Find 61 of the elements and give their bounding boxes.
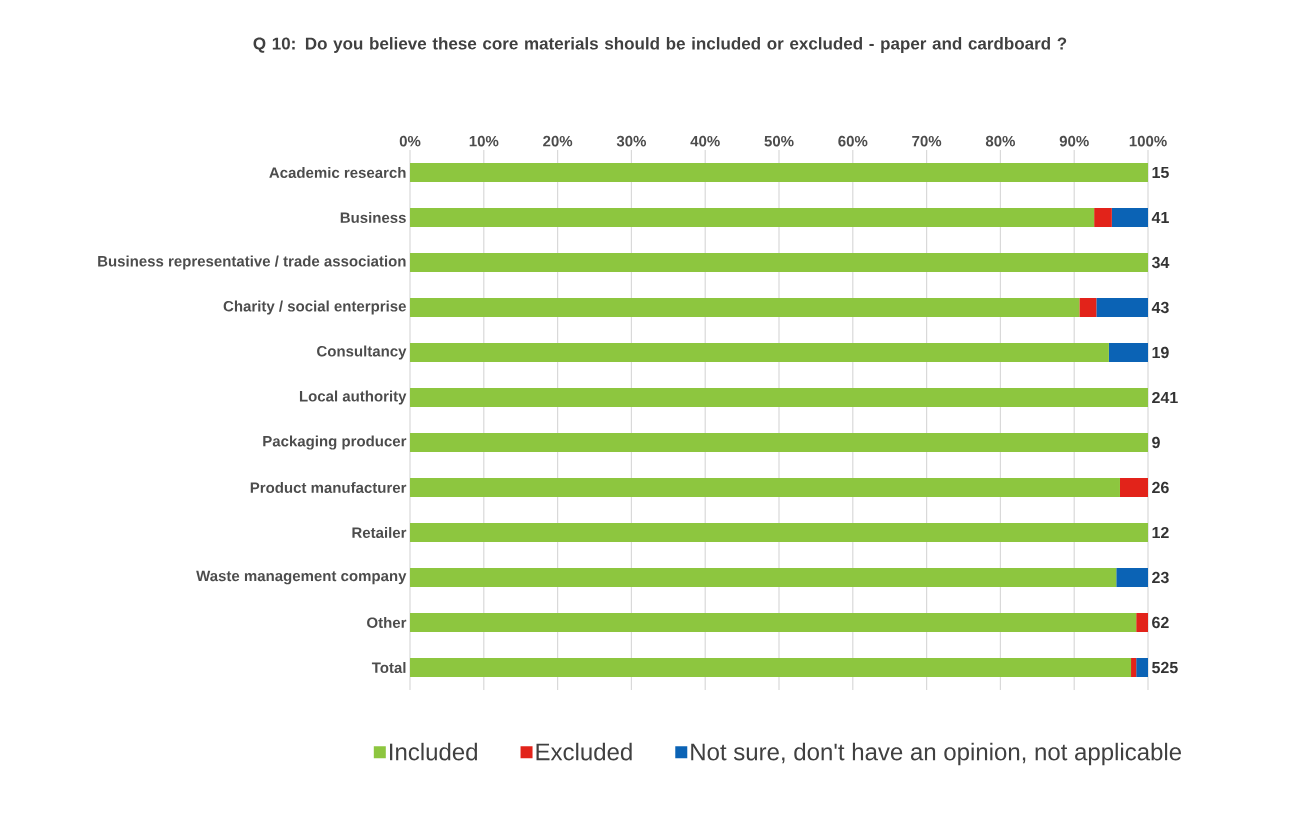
y-tick-label: Packaging producer — [263, 435, 407, 450]
bar — [410, 433, 1149, 452]
text: 43 — [1151, 301, 1169, 314]
bar — [1079, 298, 1097, 317]
bar — [1108, 343, 1149, 362]
y-tick-label: Local authority — [299, 390, 407, 405]
x-tick-label: 90% — [1059, 135, 1089, 147]
bar — [410, 478, 1120, 497]
legend-label: Included — [390, 742, 477, 761]
text: 15 — [1152, 166, 1169, 179]
text: 525 — [1152, 661, 1178, 674]
bar — [410, 208, 1095, 227]
text: 41 — [1151, 211, 1169, 223]
y-tick-label: Business representative / trade association — [98, 255, 406, 270]
x-tick-label: 0% — [399, 135, 421, 147]
bar — [1131, 658, 1137, 677]
text: 23 — [1152, 571, 1169, 584]
chart-title: Q 10: Do you believe these core materials should be included or excluded - paper and cardboard ? — [253, 37, 1067, 53]
bar — [1096, 298, 1149, 317]
x-tick-label: 20% — [543, 135, 573, 147]
x-tick-label: 10% — [469, 135, 499, 147]
bar — [1136, 658, 1149, 677]
y-tick-label: Total — [371, 662, 406, 674]
y-tick-label: Product manufacturer — [250, 482, 407, 494]
bar — [410, 388, 1149, 407]
y-tick-label: Charity / social enterprise — [223, 300, 406, 315]
x-tick-label: 40% — [690, 135, 720, 147]
bar — [410, 523, 1149, 542]
text: 12 — [1152, 526, 1169, 539]
text: 34 — [1151, 256, 1170, 269]
bar — [410, 298, 1080, 317]
x-tick-label: 60% — [838, 135, 868, 147]
bar — [1136, 613, 1149, 632]
text: 19 — [1152, 346, 1169, 359]
bar — [1094, 208, 1112, 227]
bar — [1111, 208, 1149, 227]
text: 26 — [1152, 481, 1169, 494]
y-tick-label: Business — [340, 211, 406, 223]
y-tick-label: Retailer — [352, 527, 407, 539]
bar — [410, 658, 1132, 677]
x-tick-label: 80% — [985, 135, 1016, 147]
y-tick-label: Waste management company — [196, 570, 407, 585]
text: 9 — [1152, 436, 1160, 449]
y-tick-label: Consultancy — [317, 345, 407, 360]
x-tick-label: 50% — [764, 135, 794, 147]
x-tick-label: 100% — [1129, 135, 1167, 147]
y-tick-label: Other — [367, 617, 407, 629]
bar — [410, 163, 1149, 182]
legend-label: Not sure, don't have an opinion, not applicable — [691, 742, 1182, 766]
bar — [410, 253, 1149, 272]
x-tick-label: 30% — [616, 135, 647, 147]
bar — [410, 568, 1117, 587]
y-tick-label: Academic research — [269, 166, 406, 178]
legend-label: Excluded — [536, 742, 632, 761]
text: 241 — [1152, 391, 1178, 404]
bar — [1116, 568, 1149, 587]
bar — [1119, 478, 1149, 497]
bar — [410, 343, 1109, 362]
text: 62 — [1152, 616, 1169, 629]
x-tick-label: 70% — [912, 135, 942, 147]
bar — [410, 613, 1137, 632]
